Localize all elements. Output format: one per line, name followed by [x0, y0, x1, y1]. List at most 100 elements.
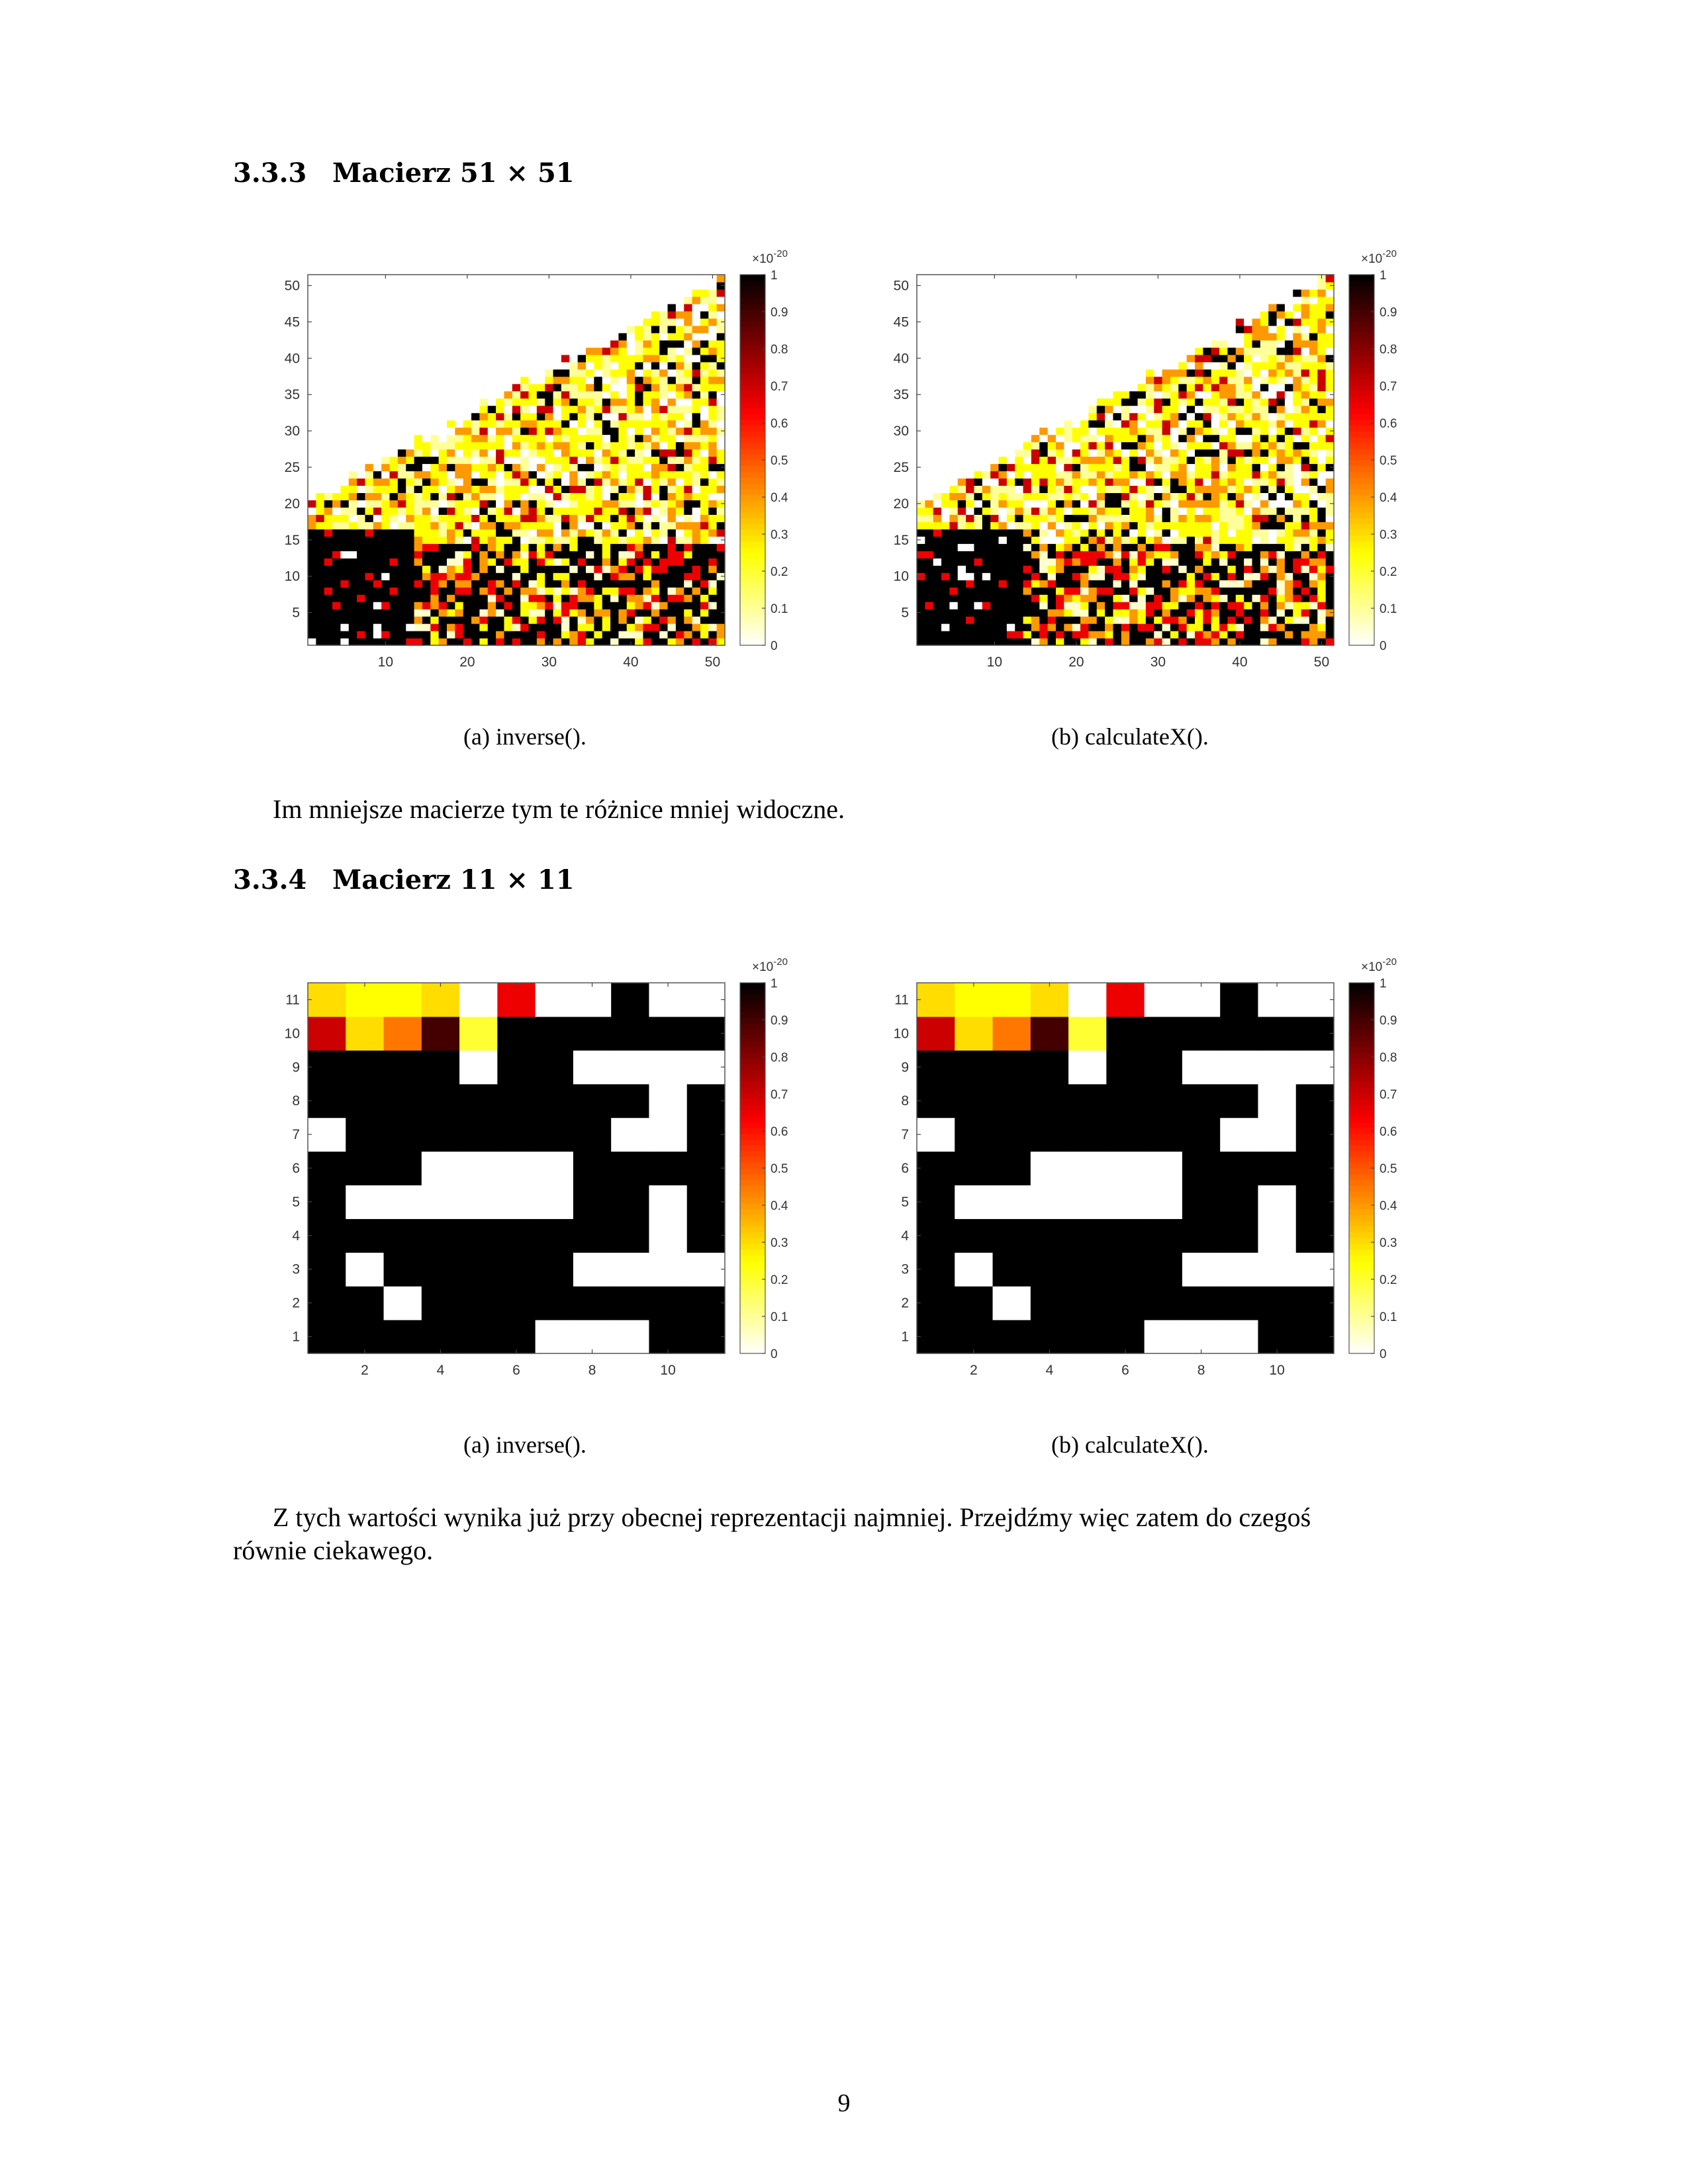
heatmap-cell: [692, 536, 701, 544]
heatmap-cell: [578, 435, 586, 443]
heatmap-cell: [586, 377, 594, 385]
heatmap-cell: [316, 435, 324, 443]
heatmap-cell: [1023, 463, 1032, 471]
heatmap-cell: [933, 333, 942, 341]
heatmap-cell: [398, 616, 406, 624]
heatmap-cell: [398, 413, 406, 421]
heatmap-cell: [1227, 536, 1236, 544]
heatmap-cell: [561, 282, 570, 290]
y-tick-label: 10: [285, 569, 300, 584]
heatmap-cell: [504, 536, 512, 544]
heatmap-cell: [917, 594, 925, 602]
heatmap-cell: [488, 551, 496, 559]
heatmap-cell: [553, 428, 562, 435]
heatmap-cell: [471, 543, 480, 551]
heatmap-cell: [941, 369, 950, 377]
heatmap-cell: [594, 572, 602, 580]
heatmap-cell: [917, 492, 925, 500]
heatmap-cell: [324, 471, 333, 478]
heatmap-cell: [618, 551, 627, 559]
heatmap-cell: [512, 435, 521, 443]
heatmap-cell: [447, 369, 455, 377]
heatmap-cell: [1277, 333, 1286, 341]
heatmap-cell: [1236, 580, 1244, 588]
heatmap-cell: [1293, 609, 1301, 617]
heatmap-cell: [586, 362, 594, 370]
heatmap-cell: [1154, 478, 1162, 486]
heatmap-cell: [1317, 463, 1326, 471]
heatmap-cell: [668, 457, 677, 465]
heatmap-cell: [635, 471, 643, 478]
heatmap-cell: [643, 384, 651, 392]
heatmap-cell: [569, 565, 578, 573]
heatmap-cell: [1056, 529, 1064, 537]
heatmap-cell: [1227, 594, 1236, 602]
heatmap-cell: [982, 413, 991, 421]
heatmap-cell: [941, 631, 950, 639]
heatmap-cell: [316, 442, 324, 450]
heatmap-cell: [966, 384, 974, 392]
heatmap-cell: [537, 282, 545, 290]
heatmap-cell: [569, 551, 578, 559]
heatmap-cell: [1064, 602, 1072, 610]
heatmap-cell: [1227, 471, 1236, 478]
heatmap-cell: [643, 347, 651, 355]
y-tick-label: 20: [285, 496, 300, 512]
heatmap-cell: [1048, 507, 1056, 515]
colorbar-segment: [740, 535, 765, 541]
heatmap-cell: [1219, 514, 1228, 522]
heatmap-cell: [1244, 326, 1252, 334]
heatmap-cell: [1252, 340, 1260, 348]
heatmap-cell: [982, 500, 991, 508]
heatmap-cell: [390, 457, 399, 465]
colorbar-segment: [740, 327, 765, 333]
heatmap-cell: [925, 318, 933, 326]
heatmap-cell: [1162, 377, 1171, 385]
heatmap-cell: [594, 594, 602, 602]
heatmap-cell: [430, 442, 439, 450]
heatmap-cell: [1178, 558, 1187, 566]
heatmap-cell: [316, 602, 324, 610]
heatmap-cell: [488, 282, 496, 290]
heatmap-cell: [561, 514, 570, 522]
heatmap-cell: [1121, 565, 1130, 573]
heatmap-cell: [925, 551, 933, 559]
heatmap-cell: [966, 507, 974, 515]
heatmap-cell: [1162, 485, 1171, 493]
heatmap-cell: [504, 289, 512, 297]
heatmap-cell: [340, 565, 349, 573]
heatmap-cell: [618, 631, 627, 639]
heatmap-cell: [1293, 478, 1301, 486]
heatmap-cell: [618, 507, 627, 515]
heatmap-cell: [447, 492, 455, 500]
heatmap-cell: [463, 609, 472, 617]
heatmap-cell: [1097, 514, 1105, 522]
heatmap-cell: [488, 609, 496, 617]
heatmap-cell: [1162, 514, 1171, 522]
heatmap-cell: [537, 333, 545, 341]
heatmap-cell: [602, 543, 611, 551]
heatmap-cell: [561, 609, 570, 617]
heatmap-cell: [1309, 457, 1318, 465]
heatmap-cell: [1015, 463, 1023, 471]
heatmap-cell: [1080, 457, 1089, 465]
heatmap-cell: [553, 543, 562, 551]
heatmap-cell: [430, 616, 439, 624]
heatmap-cell: [1227, 565, 1236, 573]
heatmap-cell: [488, 529, 496, 537]
heatmap-cell: [1293, 638, 1301, 646]
heatmap-cell: [1211, 362, 1220, 370]
heatmap-cell: [340, 311, 349, 319]
heatmap-cell: [537, 413, 545, 421]
heatmap-cell: [717, 333, 726, 341]
heatmap-cell: [381, 333, 390, 341]
heatmap-cell: [999, 623, 1008, 631]
heatmap-cell: [594, 463, 602, 471]
heatmap-cell: [537, 275, 545, 283]
heatmap-cell: [610, 333, 619, 341]
heatmap-cell: [1007, 551, 1015, 559]
heatmap-cell: [463, 362, 472, 370]
heatmap-cell: [1293, 420, 1301, 428]
heatmap-cell: [925, 413, 933, 421]
heatmap-cell: [1301, 442, 1310, 450]
